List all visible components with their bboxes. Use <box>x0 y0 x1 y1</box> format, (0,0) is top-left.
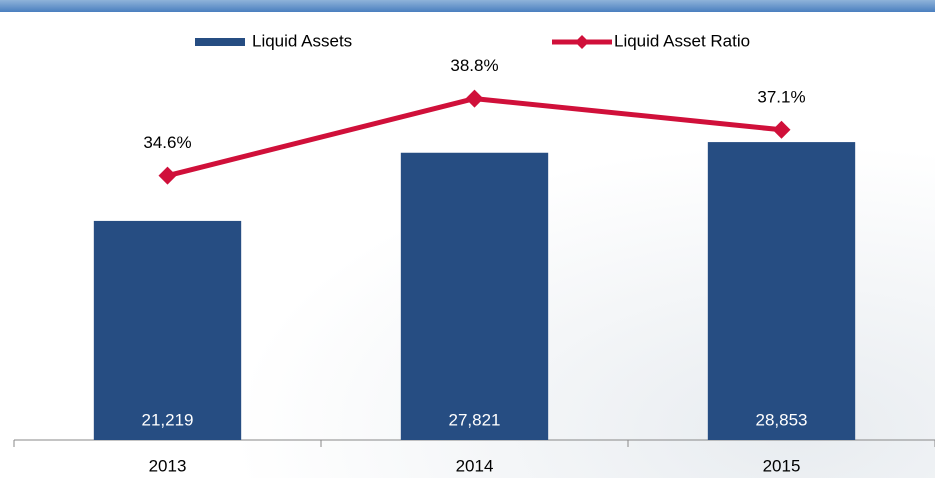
line-marker <box>772 120 791 139</box>
x-tick-label: 2014 <box>456 456 494 475</box>
bar <box>93 220 242 440</box>
line-marker <box>465 89 484 108</box>
line-value-label: 38.8% <box>450 56 498 75</box>
bar <box>400 152 549 440</box>
x-tick-label: 2015 <box>763 456 801 475</box>
legend-marker <box>575 35 589 49</box>
header-band <box>0 0 935 12</box>
legend-swatch <box>195 38 245 46</box>
line-value-label: 37.1% <box>757 87 805 106</box>
bar-value-label: 28,853 <box>756 410 808 429</box>
bar <box>707 142 856 440</box>
legend-label: Liquid Asset Ratio <box>614 31 750 50</box>
x-tick-label: 2013 <box>149 456 187 475</box>
bar-value-label: 21,219 <box>142 410 194 429</box>
line-value-label: 34.6% <box>143 133 191 152</box>
bar-value-label: 27,821 <box>449 410 501 429</box>
line-marker <box>158 166 177 185</box>
legend-label: Liquid Assets <box>252 31 352 50</box>
